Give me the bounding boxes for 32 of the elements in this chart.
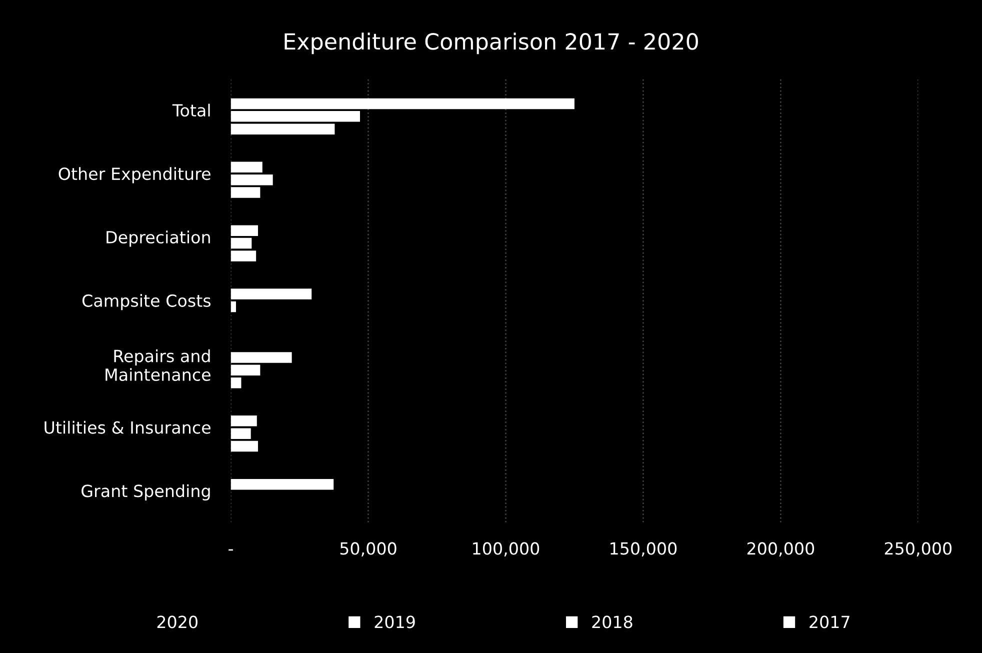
bar — [230, 478, 334, 490]
text: 2020 — [157, 616, 198, 628]
x-tick-label: 150,000 — [610, 542, 677, 556]
bar — [230, 440, 258, 452]
bar — [230, 162, 262, 173]
bar — [230, 238, 252, 249]
y-tick-label: Depreciation — [106, 230, 210, 247]
legend-label: 2017 — [810, 616, 850, 628]
bar — [230, 98, 574, 110]
y-tick-label: Campsite Costs — [82, 294, 211, 310]
bar — [230, 174, 273, 186]
x-tick-label: 100,000 — [473, 542, 540, 556]
y-tick-label: Other Expenditure — [58, 167, 210, 184]
bar — [230, 225, 258, 236]
y-tick-label: Grant Spending — [82, 484, 210, 500]
legend-label: 2019 — [374, 616, 415, 628]
x-tick-label: 50,000 — [340, 542, 396, 556]
bar — [230, 187, 260, 198]
x-tick-label: 250,000 — [884, 542, 952, 556]
chart-title: Expenditure Comparison 2017 - 2020 — [284, 32, 698, 54]
legend-label: 2018 — [592, 616, 632, 628]
bar — [230, 364, 260, 376]
bar — [230, 301, 236, 312]
bar — [230, 288, 312, 300]
y-tick-label: Utilities & Insurance — [44, 420, 210, 434]
x-tick-label: 200,000 — [747, 542, 814, 556]
x-tick-label: - — [228, 549, 233, 551]
y-tick-label: Total — [172, 104, 210, 117]
bar — [230, 377, 242, 388]
y-tick-label: Repairs and Maintenance — [106, 349, 210, 381]
bar — [230, 250, 256, 262]
bar — [230, 352, 292, 363]
